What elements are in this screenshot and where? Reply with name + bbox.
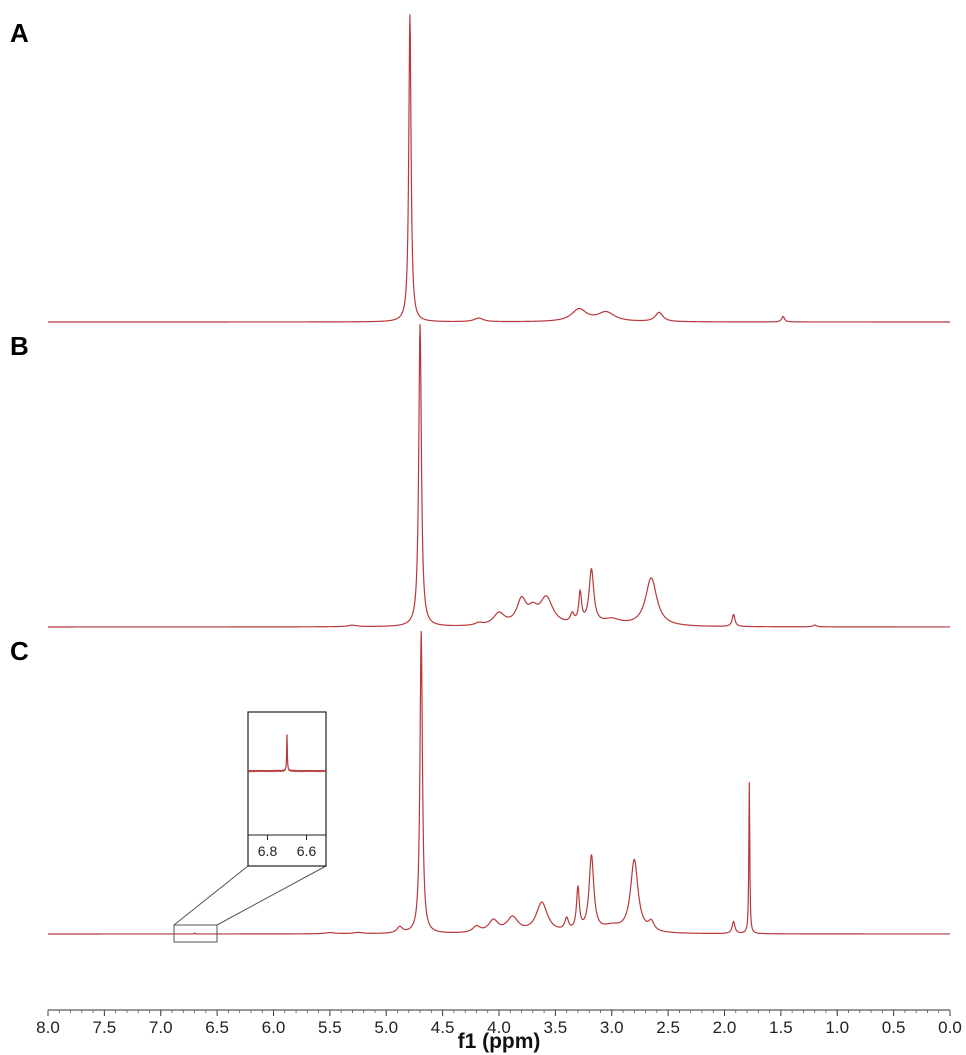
x-tick-label: 7.5 [93,1018,117,1037]
inset-spectrum-line [247,734,327,773]
spectrum-c-line [47,630,951,935]
x-tick-label: 4.0 [487,1018,511,1037]
spectrum-b-line [47,323,951,628]
x-axis-title: f1 (ppm) [458,1030,541,1053]
x-tick-label: 5.0 [374,1018,398,1037]
x-tick-label: 4.5 [431,1018,455,1037]
x-tick-label: 2.0 [713,1018,737,1037]
x-axis-ticks: 8.0 7.5 7.0 6.5 6.0 5.5 5.0 4.5 4.0 3.5 3.0 2.5 2.0 1… [36,1010,962,1037]
inset-connector-right [216,865,327,926]
x-tick-label: 1.5 [769,1018,793,1037]
x-tick-label: 1.0 [825,1018,849,1037]
x-tick-label: 0.0 [938,1018,962,1037]
x-tick-label: 3.5 [544,1018,568,1037]
inset-tick-label: 6.6 [297,843,317,859]
panel-label-c: C [10,636,29,666]
x-tick-label: 6.5 [205,1018,229,1037]
x-tick-label: 2.5 [656,1018,680,1037]
x-tick-label: 6.0 [262,1018,286,1037]
x-tick-label: 7.0 [149,1018,173,1037]
x-tick-label: 5.5 [318,1018,342,1037]
x-tick-label: 8.0 [36,1018,60,1037]
panel-label-b: B [10,331,29,361]
x-tick-label: 0.5 [882,1018,906,1037]
inset-connector-left [173,865,249,926]
inset-ticks: 6.8 6.6 [258,835,317,859]
spectrum-a-line [47,14,951,323]
inset-tick-label: 6.8 [258,843,278,859]
inset-source-box [173,924,218,943]
inset-zoom: 6.8 6.6 [173,711,327,943]
panel-label-a: A [10,18,29,48]
x-tick-label: 3.0 [600,1018,624,1037]
